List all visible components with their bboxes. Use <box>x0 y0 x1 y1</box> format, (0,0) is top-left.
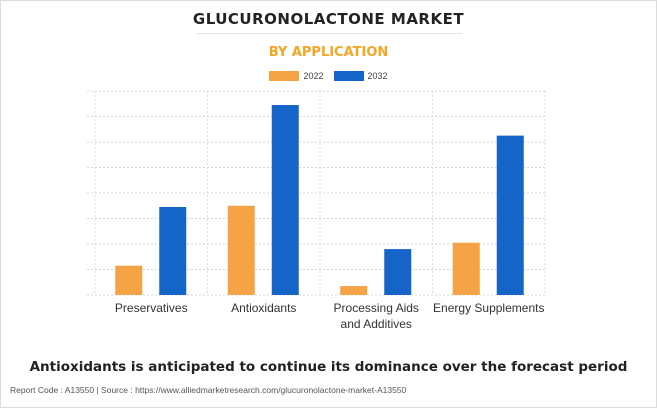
source-footer: Report Code : A13550 | Source : https://… <box>10 385 407 395</box>
legend-label-2022: 2022 <box>303 71 324 81</box>
bar-2022 <box>227 205 255 295</box>
x-tick-label: Processing Aids <box>334 301 419 315</box>
legend-swatch-2022 <box>269 71 300 81</box>
bar-2022 <box>452 242 480 295</box>
chart-title: GLUCURONOLACTONE MARKET <box>192 10 465 28</box>
x-tick-label: Preservatives <box>115 301 188 315</box>
x-tick-label: Energy Supplements <box>433 301 544 315</box>
bar-2032 <box>496 135 524 295</box>
bar-2032 <box>271 105 299 296</box>
x-tick-label: Antioxidants <box>231 301 296 315</box>
chart-subtitle: BY APPLICATION <box>268 45 389 60</box>
legend: 2022 2032 <box>0 71 657 81</box>
legend-label-2032: 2032 <box>367 71 388 81</box>
bar-2022 <box>340 286 368 295</box>
bar-2022 <box>115 265 143 295</box>
x-tick-label: and Additives <box>341 317 412 331</box>
legend-item-2032: 2032 <box>333 71 388 81</box>
legend-swatch-2032 <box>333 71 364 81</box>
legend-item-2022: 2022 <box>269 71 324 81</box>
title-divider <box>196 33 462 34</box>
forecast-note: Antioxidants is anticipated to continue … <box>29 359 628 375</box>
bar-2032 <box>159 207 187 295</box>
bar-2032 <box>384 249 412 295</box>
